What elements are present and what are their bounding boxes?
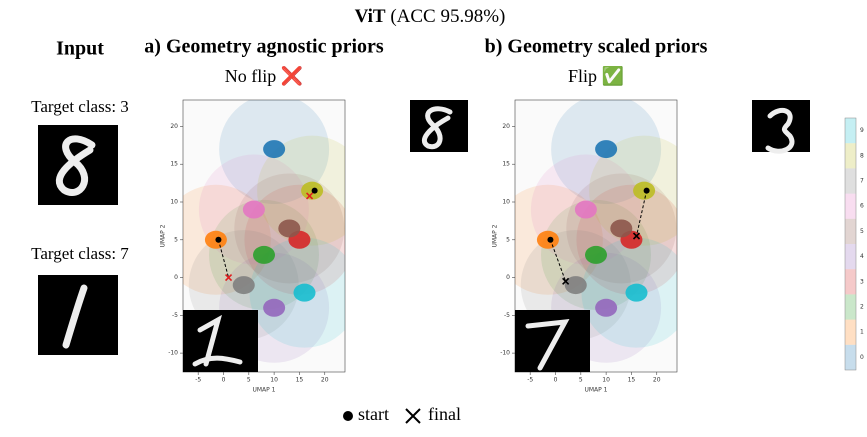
chart-title: a) Geometry agnostic priors [144, 36, 384, 58]
colorbar-segment [845, 345, 856, 370]
chart-subtitle: No flip ❌ [225, 65, 303, 87]
cluster [575, 201, 597, 219]
chart-title: b) Geometry scaled priors [485, 36, 708, 58]
y-tick-label: 10 [502, 199, 510, 206]
cluster [253, 246, 275, 264]
y-tick-label: 15 [170, 161, 178, 168]
colorbar-segment [845, 244, 856, 269]
y-tick-label: 20 [170, 123, 178, 130]
x-tick-label: 20 [653, 377, 661, 384]
colorbar-segment [845, 219, 856, 244]
colorbar-label: 3 [860, 278, 864, 285]
x-tick-label: 15 [296, 377, 304, 384]
x-axis-label: UMAP 1 [584, 387, 607, 394]
target-label: Target class: 7 [31, 244, 129, 263]
chart-subtitle: Flip ✅ [568, 65, 624, 86]
x-tick-label: 15 [628, 377, 636, 384]
colorbar-label: 9 [860, 127, 864, 134]
input-heading: Input [56, 38, 104, 60]
x-tick-label: 20 [321, 377, 329, 384]
model-name: ViT [355, 6, 386, 27]
colorbar-label: 7 [860, 178, 864, 185]
colorbar-segment [845, 294, 856, 319]
x-axis-label: UMAP 1 [252, 387, 275, 394]
colorbar-label: 5 [860, 228, 864, 235]
y-tick-label: 5 [174, 236, 178, 243]
y-tick-label: 15 [502, 161, 510, 168]
final-symbol [406, 409, 420, 423]
start-point [547, 237, 553, 243]
y-axis-label: UMAP 2 [160, 224, 167, 247]
y-tick-label: 0 [174, 274, 178, 281]
x-tick-label: 0 [222, 377, 226, 384]
colorbar-label: 2 [860, 304, 864, 311]
legend-label: final [428, 404, 461, 424]
cluster [263, 140, 285, 158]
y-tick-label: -10 [168, 350, 178, 357]
colorbar-label: 4 [860, 253, 864, 260]
x-tick-label: 10 [270, 377, 278, 384]
x-tick-label: -5 [527, 377, 533, 384]
y-tick-label: 10 [170, 199, 178, 206]
colorbar-segment [845, 194, 856, 219]
cluster [294, 284, 316, 302]
start-point [644, 188, 650, 194]
cluster [243, 201, 265, 219]
colorbar-segment [845, 269, 856, 294]
colorbar-label: 6 [860, 203, 864, 210]
figure: ViT (ACC 95.98%) Input Target class: 3 T… [0, 0, 867, 432]
start-point [215, 237, 221, 243]
cluster [233, 276, 255, 294]
legend-label: start [358, 404, 389, 424]
cluster [263, 299, 285, 317]
start-point [312, 188, 318, 194]
y-tick-label: -5 [504, 312, 510, 319]
y-tick-label: -5 [172, 312, 178, 319]
y-tick-label: -10 [500, 350, 510, 357]
start-symbol [343, 411, 353, 421]
y-tick-label: 20 [502, 123, 510, 130]
accuracy: (ACC 95.98%) [390, 6, 505, 27]
colorbar-label: 1 [860, 329, 864, 336]
figure-title: ViT (ACC 95.98%) [355, 6, 506, 27]
cluster [610, 219, 632, 237]
x-tick-label: -5 [195, 377, 201, 384]
target-label: Target class: 3 [31, 97, 129, 116]
colorbar-segment [845, 118, 856, 143]
x-tick-label: 10 [602, 377, 610, 384]
colorbar-segment [845, 320, 856, 345]
colorbar-segment [845, 168, 856, 193]
y-tick-label: 5 [506, 236, 510, 243]
colorbar-label: 0 [860, 354, 864, 361]
x-tick-label: 0 [554, 377, 558, 384]
colorbar-segment [845, 143, 856, 168]
y-axis-label: UMAP 2 [492, 224, 499, 247]
digit-image [752, 100, 810, 152]
x-tick-label: 5 [579, 377, 583, 384]
legend: start final [343, 404, 461, 424]
colorbar-label: 8 [860, 152, 864, 159]
cluster [595, 299, 617, 317]
cluster [585, 246, 607, 264]
y-tick-label: 0 [506, 274, 510, 281]
x-tick-label: 5 [247, 377, 251, 384]
cluster [626, 284, 648, 302]
cluster [278, 219, 300, 237]
cluster [595, 140, 617, 158]
